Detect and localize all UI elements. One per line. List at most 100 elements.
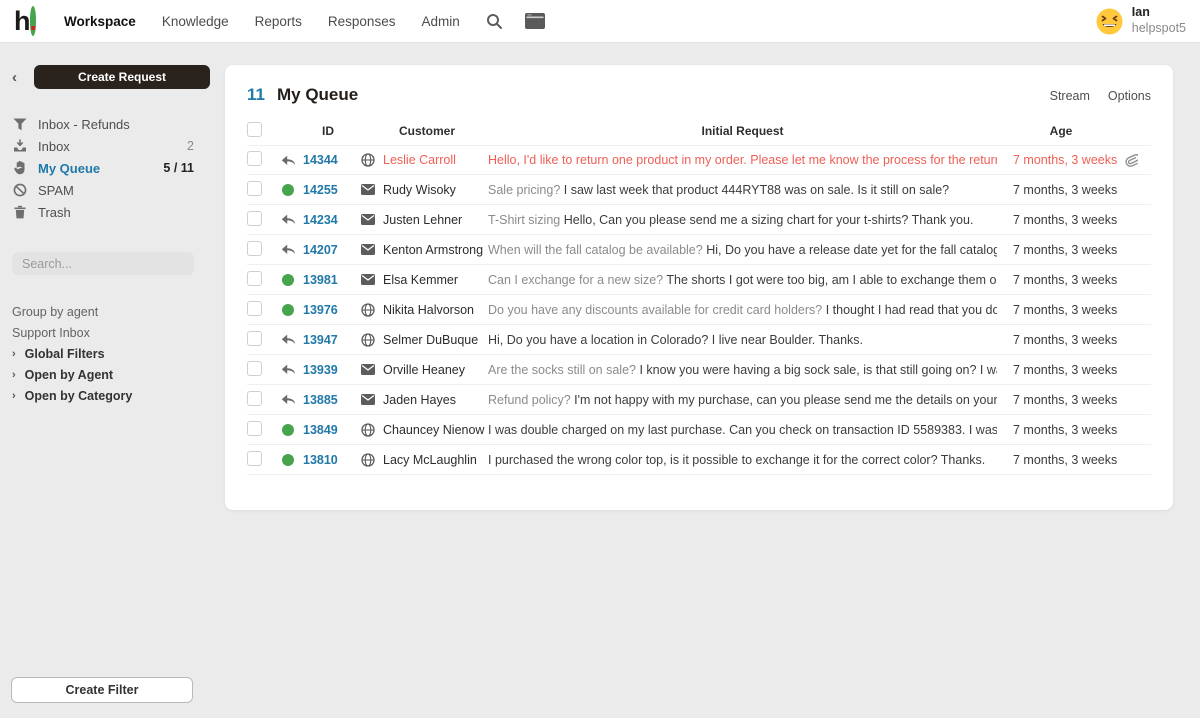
- chevron-right-icon: ›: [12, 389, 16, 402]
- table-row[interactable]: 14344 Leslie Carroll Hello, I'd like to …: [247, 145, 1151, 175]
- request-id-link[interactable]: 13849: [303, 422, 338, 437]
- initial-request-text: Do you have any discounts available for …: [488, 303, 997, 317]
- reply-status-icon: [281, 154, 296, 167]
- create-request-button[interactable]: Create Request: [34, 65, 210, 89]
- request-age: 7 months, 3 weeks: [1013, 153, 1118, 167]
- unread-status-icon: [282, 183, 294, 196]
- table-row[interactable]: 13849 Chauncey Nienow I was double charg…: [247, 415, 1151, 445]
- filter-icon: [12, 118, 28, 131]
- request-subject: Do you have any discounts available for …: [488, 302, 826, 317]
- customer-name: Rudy Wisoky: [383, 182, 456, 197]
- table-row[interactable]: 14207 Kenton Armstrong When will the fal…: [247, 235, 1151, 265]
- open-by-category-section[interactable]: › Open by Category: [12, 385, 210, 406]
- group-by-agent-link[interactable]: Group by agent: [12, 304, 99, 319]
- request-id-link[interactable]: 13885: [303, 392, 338, 407]
- request-id-link[interactable]: 13947: [303, 332, 338, 347]
- folder-label: SPAM: [38, 182, 74, 198]
- customer-name: Elsa Kemmer: [383, 272, 459, 287]
- customer-name: Nikita Halvorson: [383, 302, 475, 317]
- nav-workspace[interactable]: Workspace: [64, 13, 136, 29]
- user-menu[interactable]: Ian helpspot5: [1096, 5, 1186, 36]
- helpspot-logo[interactable]: h.: [14, 5, 37, 36]
- email-channel-icon: [361, 184, 375, 195]
- initial-request-text: T-Shirt sizing Hello, Can you please sen…: [488, 213, 997, 227]
- request-id-link[interactable]: 13939: [303, 362, 338, 377]
- request-body: I know you were having a big sock sale, …: [639, 362, 997, 377]
- main-nav: Workspace Knowledge Reports Responses Ad…: [64, 14, 460, 29]
- stream-link[interactable]: Stream: [1049, 89, 1090, 103]
- request-age: 7 months, 3 weeks: [1013, 392, 1118, 407]
- web-channel-icon: [361, 452, 375, 467]
- sidebar-item-inbox-refunds[interactable]: Inbox - Refunds: [12, 113, 210, 135]
- row-checkbox[interactable]: [247, 151, 262, 166]
- options-link[interactable]: Options: [1107, 89, 1151, 103]
- table-row[interactable]: 13939 Orville Heaney Are the socks still…: [247, 355, 1151, 385]
- unread-status-icon: [282, 453, 294, 466]
- request-body: Hi, Do you have a release date yet for t…: [706, 242, 997, 257]
- table-row[interactable]: 13885 Jaden Hayes Refund policy? I'm not…: [247, 385, 1151, 415]
- request-id-link[interactable]: 13976: [303, 302, 338, 317]
- request-id-link[interactable]: 13981: [303, 272, 338, 287]
- request-id-link[interactable]: 14344: [303, 153, 338, 167]
- row-checkbox[interactable]: [247, 270, 262, 286]
- row-checkbox[interactable]: [247, 330, 262, 346]
- email-channel-icon: [361, 274, 375, 285]
- request-id-link[interactable]: 14234: [303, 212, 338, 227]
- row-checkbox[interactable]: [247, 210, 262, 226]
- column-header-customer[interactable]: Customer: [399, 124, 456, 138]
- nav-knowledge[interactable]: Knowledge: [161, 13, 229, 29]
- initial-request-text: Can I exchange for a new size? The short…: [488, 273, 997, 287]
- customer-name: Lacy McLaughlin: [383, 452, 477, 467]
- queue-count: 11: [247, 85, 265, 104]
- support-inbox-link[interactable]: Support Inbox: [12, 325, 90, 340]
- sidebar-item-my-queue[interactable]: My Queue 5 / 11: [12, 157, 210, 179]
- sidebar-item-spam[interactable]: SPAM: [12, 179, 210, 201]
- window-icon[interactable]: [524, 13, 545, 29]
- block-icon: [12, 183, 28, 197]
- row-checkbox[interactable]: [247, 450, 262, 466]
- row-checkbox[interactable]: [247, 300, 262, 316]
- row-checkbox[interactable]: [247, 420, 262, 436]
- nav-responses[interactable]: Responses: [327, 13, 396, 29]
- column-header-id[interactable]: ID: [322, 124, 334, 138]
- search-icon[interactable]: [486, 13, 503, 30]
- global-filters-section[interactable]: › Global Filters: [12, 343, 210, 364]
- row-checkbox[interactable]: [247, 240, 262, 256]
- reply-status-icon: [281, 333, 296, 346]
- request-id-link[interactable]: 13810: [303, 452, 338, 467]
- sidebar-item-inbox[interactable]: Inbox 2: [12, 135, 210, 157]
- customer-name: Jaden Hayes: [383, 392, 456, 407]
- trash-icon: [12, 205, 28, 219]
- open-by-agent-section[interactable]: › Open by Agent: [12, 364, 210, 385]
- folder-count: 5 / 11: [163, 161, 194, 175]
- section-label: Open by Category: [24, 388, 133, 403]
- column-header-age[interactable]: Age: [1049, 124, 1073, 138]
- unread-status-icon: [282, 273, 294, 286]
- unread-status-icon: [282, 423, 294, 436]
- request-subject: When will the fall catalog be available?: [488, 242, 707, 257]
- user-avatar: [1096, 8, 1123, 35]
- table-row[interactable]: 14234 Justen Lehner T-Shirt sizing Hello…: [247, 205, 1151, 235]
- initial-request-text: Hi, Do you have a location in Colorado? …: [488, 333, 997, 347]
- sidebar-item-trash[interactable]: Trash: [12, 201, 210, 223]
- request-subject: Refund policy?: [488, 392, 575, 407]
- sidebar-search-input[interactable]: [12, 252, 194, 275]
- select-all-checkbox[interactable]: [247, 122, 262, 137]
- table-row[interactable]: 13976 Nikita Halvorson Do you have any d…: [247, 295, 1151, 325]
- request-id-link[interactable]: 14207: [303, 242, 338, 257]
- create-filter-button[interactable]: Create Filter: [11, 677, 193, 703]
- table-row[interactable]: 13981 Elsa Kemmer Can I exchange for a n…: [247, 265, 1151, 295]
- request-id-link[interactable]: 14255: [303, 182, 338, 197]
- nav-admin[interactable]: Admin: [421, 13, 460, 29]
- sidebar-collapse-icon[interactable]: ‹: [12, 68, 17, 86]
- row-checkbox[interactable]: [247, 180, 262, 196]
- attachment-paperclip-icon: [1125, 153, 1138, 167]
- row-checkbox[interactable]: [247, 360, 262, 376]
- row-checkbox[interactable]: [247, 390, 262, 406]
- table-row[interactable]: 14255 Rudy Wisoky Sale pricing? I saw la…: [247, 175, 1151, 205]
- nav-reports[interactable]: Reports: [254, 13, 302, 29]
- table-row[interactable]: 13810 Lacy McLaughlin I purchased the wr…: [247, 445, 1151, 475]
- column-header-initial-request[interactable]: Initial Request: [701, 124, 784, 138]
- table-row[interactable]: 13947 Selmer DuBuque Hi, Do you have a l…: [247, 325, 1151, 355]
- section-label: Open by Agent: [24, 367, 114, 382]
